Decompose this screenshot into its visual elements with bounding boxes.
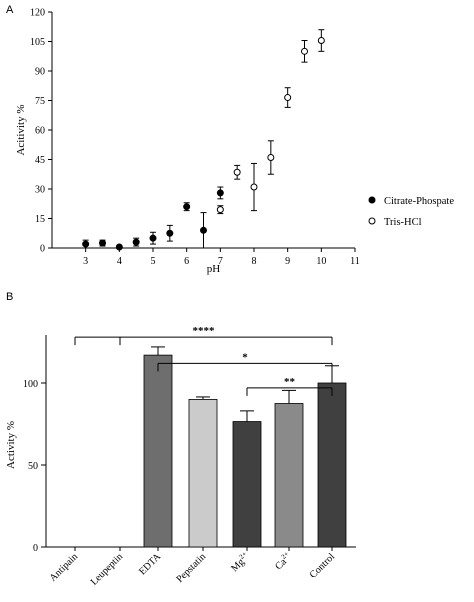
x-tick-label: 3 [83,256,88,267]
data-point-tris-hcl [233,168,241,176]
x-tick-label: Pepstatin [174,551,208,585]
data-point-citrate-phosphate [200,226,207,234]
legend-label: Tris-HCl [384,217,422,228]
panel-label-b: B [6,291,13,303]
data-point-tris-hcl [216,206,224,214]
x-tick-label: 11 [350,256,360,267]
y-axis-title: Activity % [5,421,17,469]
inhibitor-activity-bar-chart: 0 50 100 Activity % Antipain Leupeptin EDTA Pep… [5,325,356,588]
legend-marker [368,217,376,225]
y-tick-label: 75 [35,96,45,107]
data-point-citrate-phosphate [99,239,106,247]
y-tick-label: 60 [35,126,45,137]
bar [274,403,304,548]
y-tick-label: 50 [28,461,38,472]
x-tick-label: Leupeptin [89,551,125,587]
y-tick-label: 120 [30,8,45,19]
bar [232,421,262,548]
x-tick-label: 8 [252,256,257,267]
legend-marker [368,196,376,204]
y-tick-label: 100 [23,379,38,390]
data-point-citrate-phosphate [115,243,123,251]
data-point-citrate-phosphate [82,240,90,248]
data-point-citrate-phosphate [216,189,224,197]
data-point-tris-hcl [250,183,258,191]
x-axis-title: pH [207,263,221,275]
x-tick-label: EDTA [137,551,164,578]
x-tick-label: 6 [184,256,189,267]
x-tick-label: 9 [285,256,290,267]
data-point-tris-hcl [301,47,308,55]
x-tick-label: 5 [151,256,156,267]
significance-label: ** [284,376,296,388]
x-tick-label: 4 [117,256,122,267]
legend-label: Citrate-Phospate [384,196,454,207]
panel-label-a: A [6,4,14,16]
x-tick-label: Control [308,551,338,581]
y-tick-label: 15 [35,214,45,225]
bar [188,398,218,548]
bar [143,354,173,548]
y-tick-label: 45 [35,155,45,166]
data-point-citrate-phosphate [149,234,157,242]
data-point-tris-hcl [284,94,292,102]
data-point-tris-hcl [317,37,325,45]
data-point-citrate-phosphate [166,229,174,237]
x-tick-label: Mg2+ [228,550,252,574]
data-point-tris-hcl [267,154,275,162]
x-tick-label: Antipain [48,551,81,584]
y-tick-label: 105 [30,37,45,48]
bar [317,382,347,548]
x-tick-label: Ca2+ [272,550,294,572]
y-tick-label: 0 [33,543,38,554]
x-tick-label: 7 [218,256,223,267]
x-tick-label: 10 [316,256,326,267]
y-tick-label: 30 [35,185,45,196]
significance-label: **** [193,325,216,337]
data-point-citrate-phosphate [132,238,140,246]
y-axis-title: Acitivity % [15,104,27,155]
y-tick-label: 90 [35,67,45,78]
data-point-citrate-phosphate [183,203,191,211]
y-tick-label: 0 [40,244,45,255]
significance-label: * [242,351,248,363]
